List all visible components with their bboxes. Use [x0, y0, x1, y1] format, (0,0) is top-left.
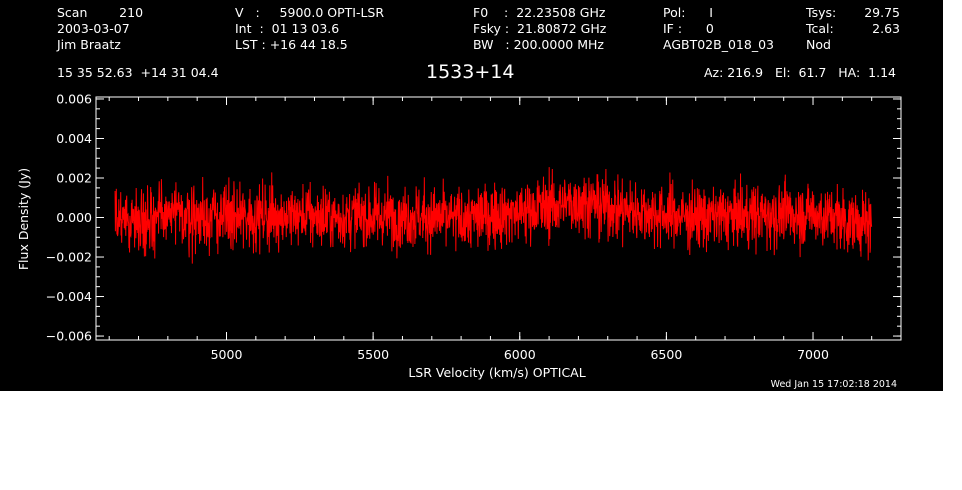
tsys-value: 29.75 — [864, 5, 900, 20]
y-tick-label: 0.004 — [56, 131, 92, 146]
observer-line: Jim Braatz — [57, 37, 121, 52]
project-line: AGBT02B_018_03 — [663, 37, 774, 52]
x-tick-label: 6000 — [504, 347, 536, 362]
print-timestamp: Wed Jan 15 17:02:18 2014 — [770, 379, 897, 390]
spectrum-trace — [114, 167, 873, 264]
y-tick-label: −0.002 — [46, 250, 92, 265]
f0-line: F0 : 22.23508 GHz — [473, 5, 606, 20]
bandwidth-line: BW : 200.0000 MHz — [473, 37, 604, 52]
x-tick-label: 5500 — [357, 347, 389, 362]
spectrum-trace-layer — [114, 167, 873, 264]
tcal-value: 2.63 — [872, 21, 900, 36]
x-tick-label: 7000 — [797, 347, 829, 362]
tsys-label: Tsys: — [806, 5, 837, 20]
lst-line: LST : +16 44 18.5 — [235, 37, 348, 52]
y-tick-label: 0.002 — [56, 171, 92, 186]
date-line: 2003-03-07 — [57, 21, 130, 36]
x-tick-label: 6500 — [650, 347, 682, 362]
y-tick-label: −0.004 — [46, 289, 92, 304]
tcal-label: Tcal: — [806, 21, 834, 36]
x-tick-label: 5000 — [211, 347, 243, 362]
if-line: IF : 0 — [663, 21, 714, 36]
spectrum-chart: −0.006 −0.004 −0.002 0.000 0.002 0.004 0.006 50… — [16, 91, 902, 380]
scan-line: Scan 210 — [57, 5, 144, 20]
velocity-line: V : 5900.0 OPTI-LSR — [235, 5, 385, 20]
nod-label: Nod — [806, 37, 831, 52]
pointing-info: Az: 216.9 El: 61.7 HA: 1.14 — [703, 65, 896, 80]
y-axis-title: Flux Density (Jy) — [16, 168, 31, 270]
plot-frame — [95, 96, 902, 341]
x-axis-title: LSR Velocity (km/s) OPTICAL — [408, 365, 585, 380]
source-name: 1533+14 — [426, 61, 515, 83]
pol-line: Pol: I — [663, 5, 713, 20]
axis-ticks-layer: −0.006 −0.004 −0.002 0.000 0.002 0.004 0.006 50… — [46, 91, 902, 362]
plot-window: Scan 210 2003-03-07 Jim Braatz V : 5900.… — [0, 0, 943, 391]
y-tick-label: 0.000 — [56, 210, 92, 225]
y-tick-label: 0.006 — [56, 91, 92, 106]
source-coords: 15 35 52.63 +14 31 04.4 — [57, 65, 219, 80]
y-tick-label: −0.006 — [46, 329, 92, 344]
fsky-line: Fsky : 21.80872 GHz — [473, 21, 607, 36]
integration-line: Int : 01 13 03.6 — [235, 21, 340, 36]
